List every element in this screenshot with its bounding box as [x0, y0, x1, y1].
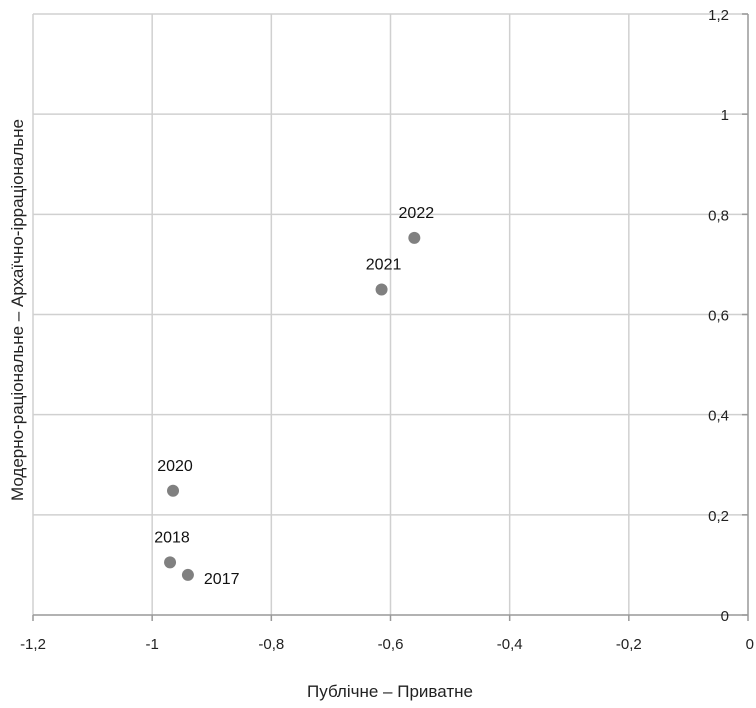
y-tick-label: 0,6 — [708, 308, 729, 325]
x-axis-title: Публічне – Приватне — [307, 682, 473, 701]
y-tick-label: 0,2 — [708, 508, 729, 525]
y-tick-label: 0,4 — [708, 408, 729, 425]
x-tick-label: -1 — [145, 636, 158, 653]
grid-lines — [33, 13, 748, 615]
tick-labels: -1,2 -1 -0,8 -0,6 -0,4 -0,2 00 0,2 0,4 0,6 0,8 1 1,2 — [20, 7, 754, 653]
x-tick-label: 0 — [746, 636, 754, 653]
y-tick-label: 0 — [721, 608, 729, 625]
data-label-2017: 2017 — [204, 571, 240, 588]
data-point-2017 — [181, 568, 194, 581]
data-point-2020 — [167, 484, 180, 497]
data-label-2022: 2022 — [399, 205, 435, 222]
data-point-2022 — [408, 231, 421, 244]
y-tick-label: 0,8 — [708, 207, 729, 224]
data-label-2021: 2021 — [366, 256, 402, 273]
x-tick-label: -0,4 — [497, 636, 523, 653]
axes — [32, 13, 749, 621]
x-tick-label: -0,8 — [258, 636, 284, 653]
data-point-2021 — [375, 283, 388, 296]
x-tick-label: -1,2 — [20, 636, 46, 653]
x-tick-label: -0,6 — [378, 636, 404, 653]
y-axis-title: Модерно-раціональне – Архаїчно-ірраціона… — [8, 119, 27, 501]
x-tick-label: -0,2 — [616, 636, 642, 653]
data-point-2018 — [164, 556, 177, 569]
data-label-2018: 2018 — [154, 529, 190, 546]
data-label-2020: 2020 — [157, 458, 193, 475]
y-tick-label: 1,2 — [708, 7, 729, 24]
y-tick-label: 1 — [721, 107, 729, 124]
data-points: 2017 2018 2020 2021 2022 — [154, 205, 434, 588]
